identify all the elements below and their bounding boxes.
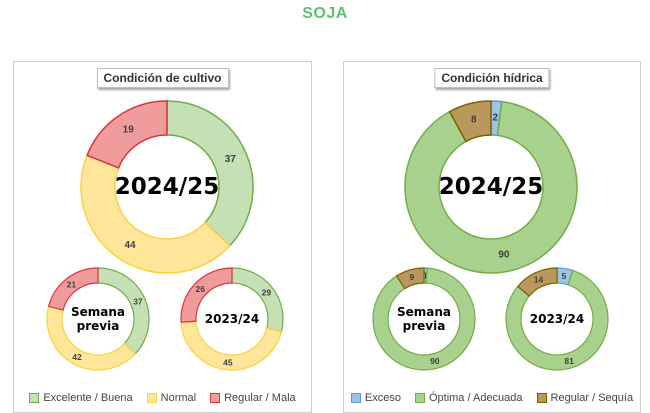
value-label-normal: 44 — [124, 240, 136, 251]
value-label-regular-mala: 19 — [123, 124, 135, 135]
value-label-exceso: 5 — [561, 271, 566, 281]
value-label-optima-adecuada: 90 — [430, 356, 440, 366]
value-label-regular-sequia: 14 — [534, 275, 544, 285]
water-condition-title: Condición hídrica — [434, 68, 550, 88]
value-label-optima-adecuada: 90 — [498, 249, 510, 260]
slice-regular-mala — [47, 267, 99, 311]
value-label-regular-mala: 26 — [196, 284, 206, 294]
value-label-normal: 45 — [223, 357, 233, 367]
center-label-2023-24: 2023/24 — [205, 312, 259, 326]
slice-normal — [80, 154, 231, 274]
center-label-semana-previa: previa — [77, 319, 120, 333]
legend-item-excelente-buena: Excelente / Buena — [29, 392, 133, 404]
donut-2023-24: 5 81 14 2023/24 — [505, 267, 609, 371]
center-label-semana-previa: previa — [403, 319, 446, 333]
value-label-normal: 42 — [72, 352, 82, 362]
slice-regular-sequia — [395, 267, 425, 290]
value-label-excelente-buena: 37 — [225, 154, 237, 165]
value-label-regular-mala: 21 — [67, 280, 77, 290]
slice-excelente-buena — [166, 100, 254, 247]
legend-item-regular-mala: Regular / Mala — [210, 392, 296, 404]
slice-regular-sequia — [516, 267, 558, 297]
legend-swatch-regular-mala — [210, 393, 221, 403]
value-label-exceso: 1 — [423, 271, 428, 281]
water-condition-legend: Exceso Óptima / Adecuada Regular / Sequí… — [344, 392, 640, 404]
legend-swatch-exceso — [350, 393, 361, 403]
legend-label: Regular / Mala — [224, 392, 296, 404]
legend-label: Exceso — [364, 392, 401, 404]
value-label-regular-sequia: 8 — [471, 115, 477, 126]
legend-swatch-regular-sequia — [536, 393, 547, 403]
center-label-2023-24: 2023/24 — [530, 312, 584, 326]
crop-condition-legend: Excelente / Buena Normal Regular / Mala — [14, 392, 311, 404]
value-label-excelente-buena: 37 — [133, 297, 143, 307]
crop-condition-title: Condición de cultivo — [96, 68, 229, 88]
legend-item-normal: Normal — [146, 392, 197, 404]
crop-condition-panel: 37 44 19 2024/25 37 42 21 Semana previa 29 45 26 202… — [13, 61, 312, 413]
center-label-semana-previa: Semana — [71, 305, 125, 319]
slice-regular-mala — [86, 100, 168, 169]
center-label-semana-previa: Semana — [397, 305, 451, 319]
legend-swatch-optima-adecuada — [414, 393, 425, 403]
donut-2023-24: 29 45 26 2023/24 — [180, 267, 284, 371]
slice-regular-sequia — [448, 100, 492, 143]
donut-2024-25: 37 44 19 2024/25 — [80, 100, 254, 274]
legend-item-regular-sequia: Regular / Sequía — [536, 392, 634, 404]
slice-regular-mala — [180, 267, 233, 323]
legend-swatch-excelente-buena — [29, 393, 40, 403]
value-label-optima-adecuada: 81 — [564, 356, 574, 366]
slice-optima-adecuada — [404, 100, 578, 274]
legend-label: Excelente / Buena — [43, 392, 133, 404]
legend-item-exceso: Exceso — [350, 392, 401, 404]
legend-label: Regular / Sequía — [550, 392, 634, 404]
center-label-2024-25: 2024/25 — [439, 174, 543, 200]
value-label-regular-sequia: 9 — [409, 272, 414, 282]
slice-optima-adecuada — [372, 267, 476, 371]
legend-swatch-normal — [146, 393, 157, 403]
legend-item-optima-adecuada: Óptima / Adecuada — [414, 392, 523, 404]
legend-label: Normal — [160, 392, 197, 404]
donut-2024-25: 2 90 8 2024/25 — [404, 100, 578, 274]
legend-label: Óptima / Adecuada — [428, 392, 523, 404]
value-label-excelente-buena: 29 — [262, 287, 272, 297]
page-title: SOJA — [302, 5, 348, 22]
water-condition-panel: 2 90 8 2024/25 1 90 9 Semana previa 5 81 14 2023/24 … — [343, 61, 641, 413]
slice-optima-adecuada — [505, 269, 609, 371]
center-label-2024-25: 2024/25 — [115, 174, 219, 200]
value-label-exceso: 2 — [493, 113, 499, 124]
